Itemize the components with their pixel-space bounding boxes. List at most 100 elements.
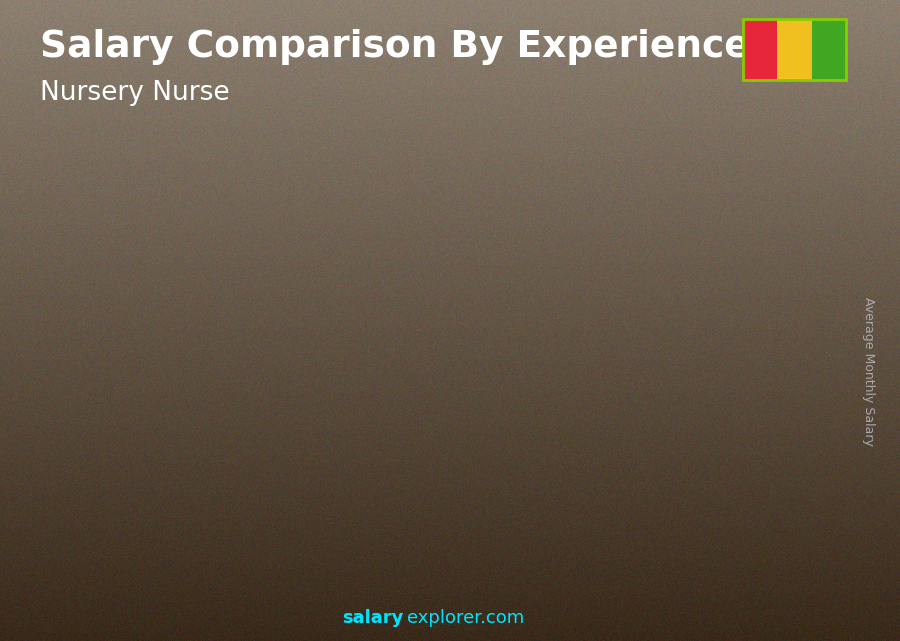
Bar bbox=[212, 457, 279, 460]
Bar bbox=[467, 485, 533, 490]
Bar bbox=[212, 528, 279, 530]
Bar bbox=[467, 481, 533, 486]
Bar bbox=[340, 370, 406, 379]
Bar bbox=[721, 444, 788, 449]
Bar bbox=[467, 454, 533, 458]
Bar bbox=[86, 504, 152, 506]
Bar bbox=[340, 426, 406, 429]
Bar bbox=[721, 369, 788, 376]
Bar bbox=[467, 330, 533, 335]
Bar bbox=[721, 454, 788, 461]
Bar bbox=[721, 432, 788, 438]
Bar bbox=[467, 426, 533, 430]
Bar bbox=[721, 221, 788, 228]
Bar bbox=[467, 386, 533, 390]
Bar bbox=[467, 370, 533, 374]
Bar bbox=[212, 439, 279, 442]
Bar bbox=[594, 426, 661, 432]
Bar bbox=[467, 378, 533, 383]
Bar bbox=[212, 548, 279, 551]
Bar bbox=[467, 366, 533, 370]
Bar bbox=[594, 277, 661, 282]
Bar bbox=[340, 388, 406, 392]
Bar bbox=[212, 510, 279, 512]
Bar bbox=[212, 541, 279, 544]
Bar bbox=[86, 485, 152, 487]
Bar bbox=[467, 449, 533, 454]
Bar bbox=[340, 547, 406, 551]
Bar bbox=[340, 370, 345, 558]
Bar bbox=[86, 530, 152, 532]
Bar bbox=[86, 479, 152, 481]
Bar bbox=[86, 549, 152, 551]
Bar bbox=[721, 284, 788, 290]
Bar bbox=[212, 544, 279, 546]
Bar bbox=[467, 406, 533, 410]
Bar bbox=[340, 507, 406, 511]
Bar bbox=[721, 272, 788, 279]
Bar bbox=[594, 479, 661, 485]
Bar bbox=[594, 267, 661, 282]
Bar bbox=[340, 545, 406, 548]
Bar bbox=[340, 454, 406, 458]
Text: 0 GNF: 0 GNF bbox=[94, 451, 144, 469]
Bar bbox=[340, 492, 406, 495]
Bar bbox=[340, 522, 406, 526]
Text: 0 GNF: 0 GNF bbox=[602, 246, 652, 263]
Bar bbox=[721, 375, 788, 381]
Bar bbox=[340, 447, 406, 451]
Bar bbox=[212, 545, 279, 549]
Bar bbox=[340, 520, 406, 523]
Bar bbox=[86, 490, 152, 492]
Bar bbox=[340, 517, 406, 520]
Bar bbox=[340, 501, 406, 504]
Bar bbox=[212, 448, 279, 451]
Bar bbox=[467, 346, 533, 351]
Bar bbox=[594, 373, 661, 379]
Bar bbox=[721, 483, 788, 490]
Bar bbox=[594, 533, 661, 538]
Bar bbox=[212, 475, 279, 478]
Bar bbox=[721, 329, 788, 336]
Bar bbox=[86, 472, 90, 558]
Bar bbox=[86, 547, 152, 549]
Bar bbox=[467, 533, 533, 538]
Bar bbox=[340, 410, 406, 413]
Bar bbox=[594, 499, 661, 504]
Bar bbox=[594, 281, 661, 287]
Bar bbox=[721, 290, 788, 296]
Bar bbox=[86, 556, 152, 558]
Bar bbox=[467, 545, 533, 550]
Text: +nan%: +nan% bbox=[634, 184, 727, 208]
Bar bbox=[594, 504, 661, 510]
Bar bbox=[594, 542, 661, 548]
Bar bbox=[594, 431, 661, 437]
Bar bbox=[340, 407, 406, 411]
Bar bbox=[467, 434, 533, 438]
Bar bbox=[721, 438, 788, 444]
Bar bbox=[212, 428, 279, 430]
Bar bbox=[721, 307, 788, 313]
Text: +nan%: +nan% bbox=[380, 286, 473, 310]
Bar bbox=[86, 509, 152, 511]
Bar bbox=[86, 496, 152, 498]
Bar bbox=[594, 494, 661, 499]
Bar bbox=[467, 469, 533, 474]
Bar bbox=[212, 453, 279, 455]
Bar bbox=[467, 418, 533, 422]
Bar bbox=[212, 537, 279, 540]
Bar bbox=[721, 217, 726, 558]
Bar bbox=[721, 267, 788, 273]
Bar bbox=[86, 520, 152, 522]
Bar bbox=[721, 529, 788, 535]
Bar bbox=[467, 513, 533, 518]
Bar bbox=[467, 458, 533, 462]
Bar bbox=[467, 541, 533, 545]
Bar bbox=[467, 318, 533, 322]
Bar bbox=[212, 421, 218, 558]
Bar bbox=[212, 539, 279, 542]
Bar bbox=[721, 472, 788, 478]
Bar bbox=[86, 487, 152, 490]
Bar bbox=[594, 547, 661, 553]
Bar bbox=[340, 435, 406, 439]
